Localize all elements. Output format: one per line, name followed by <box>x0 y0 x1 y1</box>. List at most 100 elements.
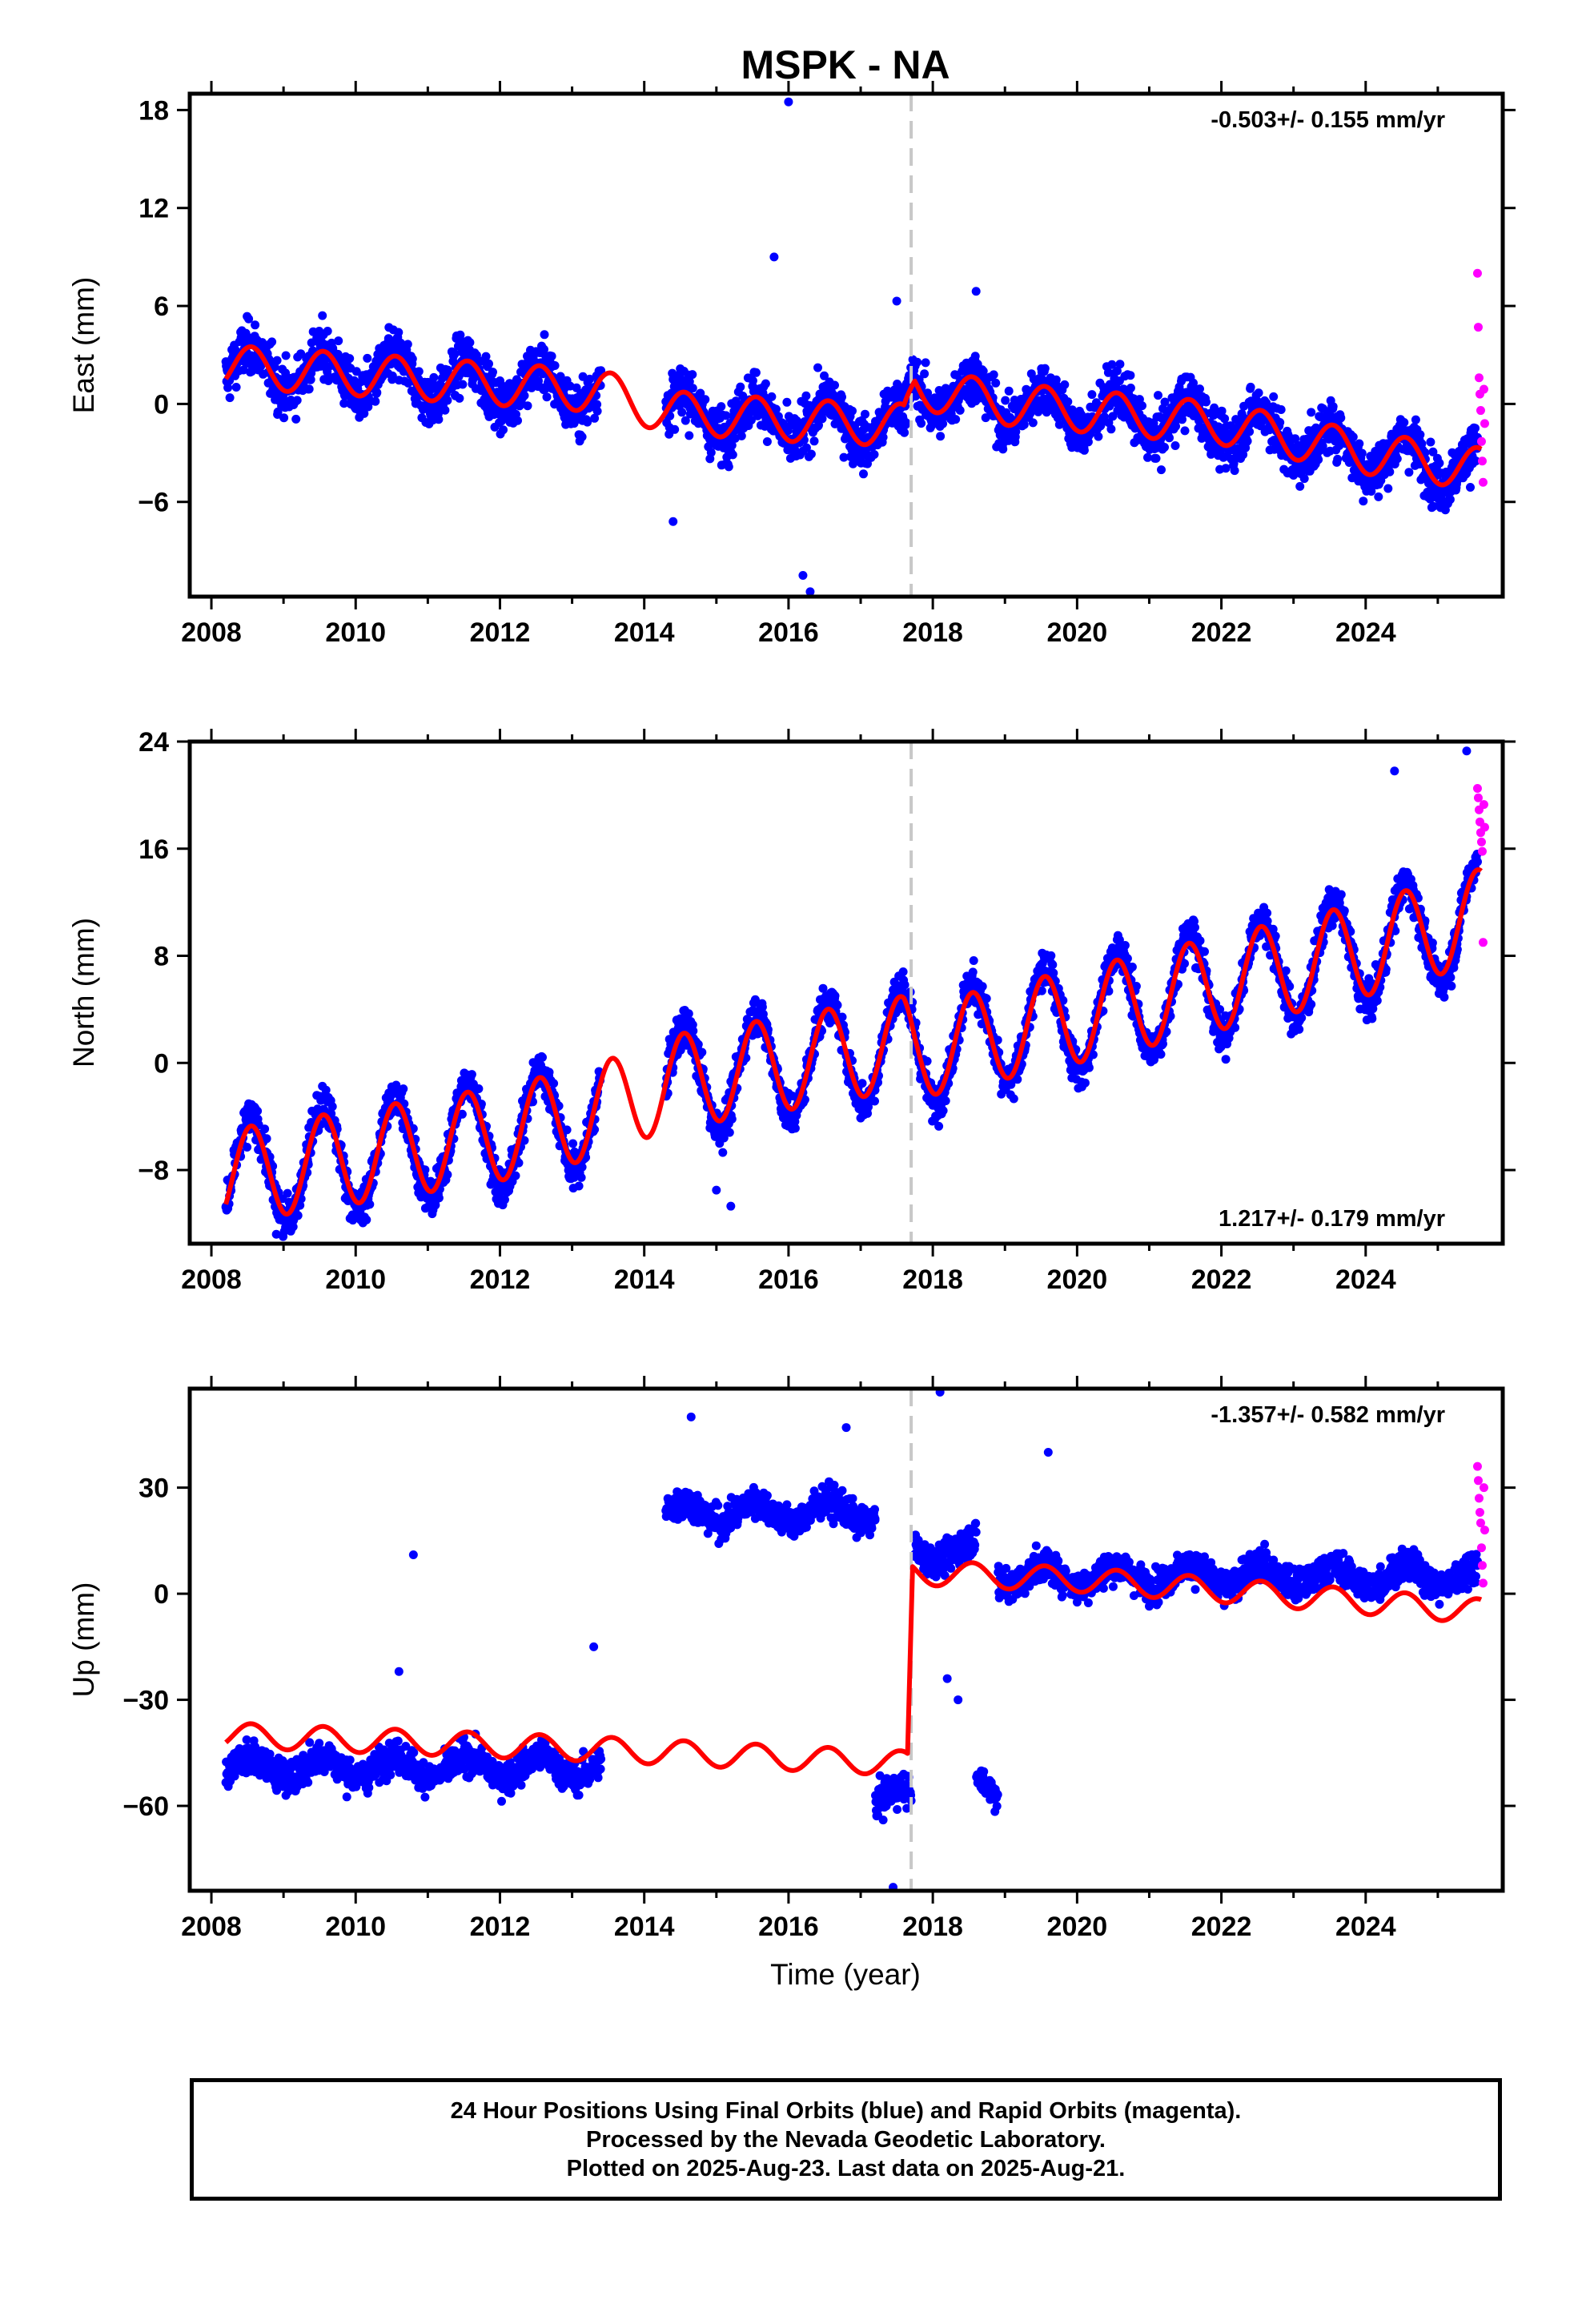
final-orbit-point <box>456 330 465 340</box>
rapid-orbit-point <box>1479 384 1488 394</box>
final-orbit-point <box>1138 401 1146 411</box>
model-fit-line <box>223 344 1484 488</box>
final-orbit-point <box>1383 484 1393 493</box>
final-orbit-point <box>837 392 846 402</box>
final-orbit-point <box>982 994 991 1003</box>
final-orbit-point <box>272 356 282 365</box>
final-orbit-point <box>1108 412 1118 421</box>
final-orbit-point <box>970 352 980 361</box>
final-orbit-point <box>429 372 439 382</box>
x-tick-label: 2014 <box>614 617 675 648</box>
final-orbit-point <box>1229 459 1239 468</box>
final-orbit-point <box>801 391 811 400</box>
final-orbit-point <box>1399 418 1409 427</box>
final-orbit-point <box>253 1106 263 1116</box>
final-orbit-point <box>688 370 697 380</box>
final-orbit-point <box>1143 452 1152 462</box>
final-orbit-point <box>345 354 355 364</box>
final-orbit-point <box>1299 474 1309 484</box>
final-orbit-point <box>574 1181 584 1191</box>
final-orbit-point <box>746 416 756 425</box>
final-orbit-point <box>1355 439 1364 448</box>
x-tick-label: 2018 <box>902 617 963 648</box>
final-orbit-point <box>544 1068 554 1077</box>
final-orbit-point <box>1435 458 1444 468</box>
final-orbit-point <box>1220 414 1230 424</box>
final-orbit-point <box>585 374 595 384</box>
final-orbit-point <box>1107 360 1117 369</box>
x-tick-label: 2010 <box>325 617 386 648</box>
final-orbit-point <box>820 371 829 380</box>
final-orbit-point <box>968 967 978 977</box>
final-orbit-point <box>767 392 777 401</box>
final-orbit-point <box>279 413 289 423</box>
final-orbit-point <box>1040 364 1050 373</box>
final-orbit-point <box>917 419 926 428</box>
final-orbit-point <box>1170 441 1180 450</box>
final-orbit-point <box>534 376 543 386</box>
rapid-orbit-point <box>1478 477 1488 487</box>
final-orbit-point <box>1079 445 1089 455</box>
final-orbit-point <box>549 1079 559 1088</box>
x-tick-label: 2008 <box>181 617 242 648</box>
final-orbit-point <box>761 379 770 388</box>
final-orbit-point <box>685 377 694 386</box>
outlier-point <box>971 287 981 296</box>
final-orbit-point <box>814 420 823 430</box>
final-orbit-point <box>1374 492 1383 501</box>
final-orbit-point <box>839 452 849 462</box>
final-orbit-point <box>1048 960 1058 970</box>
final-orbit-point <box>440 405 450 415</box>
final-orbit-point <box>1160 443 1169 452</box>
final-orbit-point <box>292 396 302 405</box>
final-orbit-point <box>1046 951 1056 960</box>
final-orbit-point <box>751 368 761 377</box>
final-orbit-point <box>387 371 397 380</box>
final-orbit-point <box>542 392 552 402</box>
outlier-point <box>669 517 678 526</box>
final-orbit-point <box>1415 430 1425 440</box>
final-orbit-point <box>1254 388 1263 398</box>
final-orbit-point <box>913 357 922 367</box>
panel-0: 2008 2010 2012 2014 2016 2018 2020 2022 2024−606… <box>67 81 1516 648</box>
final-orbit-point <box>540 344 548 354</box>
final-orbit-point <box>467 1070 476 1080</box>
final-orbit-point <box>499 425 508 435</box>
rapid-orbit-point <box>1480 419 1489 428</box>
final-orbit-point <box>1054 420 1064 429</box>
final-orbit-point <box>399 1084 408 1094</box>
final-orbit-point <box>1160 397 1170 407</box>
final-orbit-point <box>969 956 978 965</box>
final-orbit-point <box>721 411 731 420</box>
final-orbit-point <box>1026 408 1035 418</box>
final-orbit-point <box>223 383 233 392</box>
final-orbit-point <box>981 413 990 423</box>
rapid-orbit-point <box>1474 373 1484 383</box>
final-orbit-point <box>1318 441 1327 451</box>
y-tick-label: 6 <box>154 292 169 322</box>
final-orbit-point <box>1411 415 1420 424</box>
final-orbit-point <box>408 354 417 364</box>
final-orbit-point <box>951 415 961 424</box>
final-orbit-point <box>568 1139 578 1148</box>
final-orbit-point <box>1202 397 1211 407</box>
final-orbit-point <box>833 1000 842 1010</box>
final-orbit-point <box>351 367 361 376</box>
final-orbit-point <box>1009 1094 1018 1104</box>
final-orbit-point <box>941 1096 950 1106</box>
final-orbit-point <box>1076 410 1086 419</box>
final-orbit-point <box>576 1172 586 1182</box>
final-orbit-point <box>304 384 314 394</box>
final-orbit-point <box>978 366 988 376</box>
final-orbit-point <box>251 320 260 330</box>
rapid-orbit-point <box>1473 323 1483 332</box>
final-orbit-point <box>938 1106 948 1116</box>
final-orbit-point <box>689 1026 698 1035</box>
final-orbit-point <box>1154 391 1162 400</box>
final-orbit-point <box>681 416 690 425</box>
final-orbit-point <box>1428 501 1438 511</box>
final-orbit-point <box>938 419 948 428</box>
final-orbit-point <box>513 416 522 425</box>
final-orbit-point <box>998 444 1008 454</box>
